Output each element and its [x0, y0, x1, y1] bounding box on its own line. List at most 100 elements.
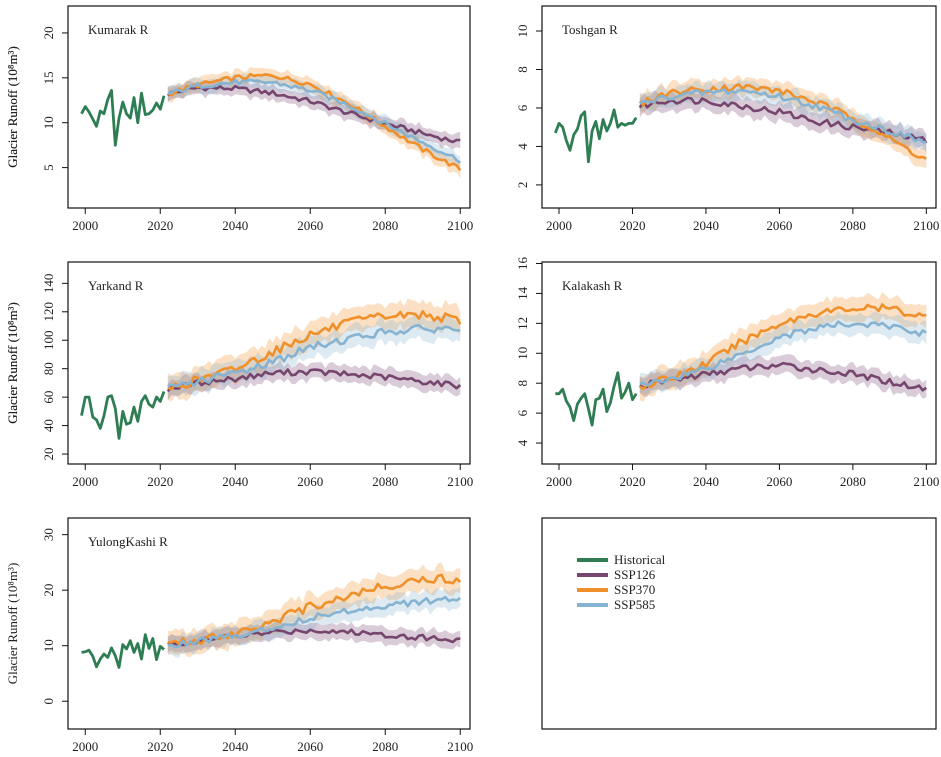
x-tick-label: 2100 [913, 474, 939, 489]
x-tick-label: 2060 [297, 739, 323, 754]
panel-5: 2000 2020 2040 2060 2080 2100 0 10 20 30 Glacier R… [5, 517, 473, 754]
x-tick-label: 2020 [619, 474, 645, 489]
x-tick-label: 2000 [72, 218, 98, 233]
panel-frame [541, 5, 937, 209]
panel-frame [67, 261, 471, 465]
historical-series-line [80, 89, 166, 147]
x-tick-label: 2040 [693, 474, 719, 489]
y-tick-label: 0 [41, 698, 56, 705]
ssp585-series-line [639, 320, 927, 387]
y-tick-label: 80 [41, 362, 56, 375]
ssp370-uncertainty-band [167, 562, 461, 658]
ssp126-series-line [639, 361, 928, 392]
legend-label-historical: Historical [614, 552, 666, 567]
x-tick-label: 2000 [546, 218, 572, 233]
y-tick-label: 30 [41, 528, 56, 541]
y-tick-label: 4 [515, 439, 530, 446]
y-tick-label: 20 [41, 26, 56, 39]
ssp126-series-line [638, 96, 928, 144]
x-tick-label: 2080 [372, 218, 398, 233]
x-tick-label: 2000 [546, 474, 572, 489]
x-tick-label: 2100 [447, 218, 473, 233]
x-tick-label: 2080 [372, 739, 398, 754]
y-tick-label: 8 [515, 380, 530, 387]
panel-frame [67, 517, 471, 730]
ssp126-series-line [166, 368, 462, 393]
legend-label-ssp585: SSP585 [614, 597, 655, 612]
x-tick-label: 2100 [447, 474, 473, 489]
x-tick-label: 2100 [447, 739, 473, 754]
y-tick-label: 40 [41, 419, 56, 432]
ssp585-series-line [167, 595, 461, 649]
panel-2: 2000 2020 2040 2060 2080 2100 2 4 6 8 10 Glacier Ru… [5, 5, 939, 233]
x-tick-label: 2080 [372, 474, 398, 489]
panel-frame [67, 5, 471, 209]
x-tick-label: 2100 [913, 218, 939, 233]
x-tick-label: 2040 [222, 474, 248, 489]
panel-1: 2000 2020 2040 2060 2080 2100 5 10 15 20 Glacier R… [5, 5, 473, 233]
panel-4: 2000 2020 2040 2060 2080 210046810121416Glaci… [5, 256, 939, 489]
y-axis-label: Glacier Runoff (10⁸m³) [5, 302, 20, 424]
y-tick-label: 20 [41, 584, 56, 597]
y-axis-label: Glacier Runoff (10⁸m³) [5, 302, 20, 424]
x-tick-label: 2060 [297, 474, 323, 489]
y-tick-label: 10 [515, 347, 530, 360]
y-tick-label: 120 [41, 302, 56, 322]
x-tick-label: 2020 [147, 218, 173, 233]
y-axis-label: Glacier Runoff (10⁸m³) [5, 46, 20, 168]
y-tick-label: 2 [515, 182, 530, 189]
x-tick-label: 2080 [840, 474, 866, 489]
y-tick-label: 60 [41, 391, 56, 404]
ssp370-uncertainty-band [639, 292, 927, 402]
ssp370-series-line [167, 72, 462, 172]
y-tick-label: 6 [515, 104, 530, 111]
y-tick-label: 6 [515, 409, 530, 416]
y-tick-label: 10 [515, 25, 530, 38]
y-tick-label: 4 [515, 143, 530, 150]
ssp585-uncertainty-band [639, 79, 927, 151]
panel-title: Kalakash R [562, 278, 623, 293]
y-tick-label: 10 [41, 116, 56, 129]
y-axis-label: Glacier Runoff (10⁸m³) [5, 563, 20, 685]
ssp370-series-line [638, 83, 927, 160]
y-tick-label: 10 [41, 639, 56, 652]
panel-title: Yarkand R [88, 278, 144, 293]
ssp585-series-line [167, 78, 461, 164]
y-tick-label: 8 [515, 66, 530, 73]
x-tick-label: 2080 [840, 218, 866, 233]
x-tick-label: 2020 [619, 218, 645, 233]
x-tick-label: 2060 [766, 218, 792, 233]
historical-series-line [555, 371, 638, 427]
legend-label-ssp370: SSP370 [614, 582, 655, 597]
x-tick-label: 2000 [72, 474, 98, 489]
x-tick-label: 2020 [147, 739, 173, 754]
y-axis-label: Glacier Runoff (10⁸m³) [5, 46, 20, 168]
x-tick-label: 2040 [222, 218, 248, 233]
y-tick-label: 14 [515, 286, 530, 300]
x-tick-label: 2060 [766, 474, 792, 489]
ssp370-uncertainty-band [639, 75, 927, 169]
ssp126-series-line [166, 84, 461, 144]
legend-frame [541, 517, 937, 730]
y-tick-label: 5 [41, 164, 56, 171]
ssp126-uncertainty-band [639, 354, 927, 399]
legend-label-ssp126: SSP126 [614, 567, 656, 582]
panel-title: Toshgan R [562, 22, 618, 37]
historical-series-line [80, 391, 166, 440]
ssp585-series-line [167, 323, 461, 388]
panel-3: 2000 2020 2040 2060 2080 21002040608010012014… [5, 261, 473, 489]
historical-series-line [81, 633, 165, 669]
panel-frame [541, 261, 937, 465]
y-tick-label: 12 [515, 317, 530, 330]
panel-title: Kumarak R [88, 22, 149, 37]
y-tick-label: 15 [41, 71, 56, 84]
ssp585-series-line [639, 88, 927, 144]
historical-series-line [553, 108, 638, 164]
y-tick-label: 20 [41, 448, 56, 461]
y-tick-label: 16 [515, 256, 530, 270]
y-tick-label: 140 [41, 274, 56, 294]
y-tick-label: 100 [41, 330, 56, 350]
ssp370-uncertainty-band [167, 66, 461, 179]
x-tick-label: 2000 [72, 739, 98, 754]
